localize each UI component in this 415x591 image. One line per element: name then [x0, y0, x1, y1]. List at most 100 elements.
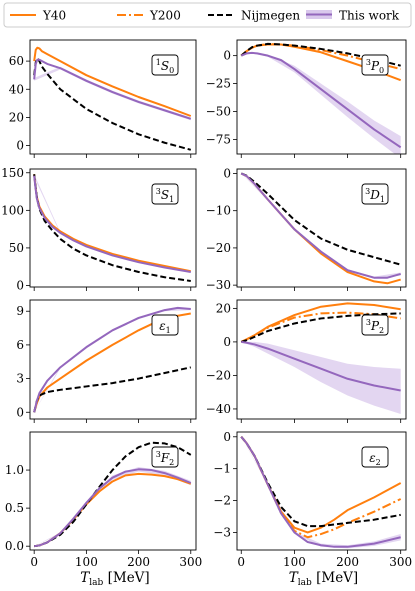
axes-frame: [29, 431, 197, 551]
y-tick-label: 20: [9, 110, 24, 124]
axes-frame: [236, 39, 407, 155]
panel: 20 0 −20 −40 3P2: [206, 299, 407, 423]
series-this-work: [33, 175, 191, 273]
panel-label-box: [361, 183, 389, 205]
axes-frame: [236, 299, 407, 420]
y-tick-label: −50: [206, 105, 231, 119]
series-this-work: [241, 340, 401, 392]
panel: 0 50 100 150 3S1: [1, 166, 197, 292]
panel-label: 3F2: [156, 450, 175, 467]
legend-label: Y200: [149, 9, 181, 23]
series-nijmegen: [34, 441, 192, 548]
y-tick-label: 0: [223, 166, 231, 180]
series-y200: [240, 311, 401, 343]
series-this-work: [33, 306, 191, 413]
y-tick-label: 0.5: [5, 501, 24, 515]
series-this-work: [240, 436, 401, 548]
plot-area: [33, 46, 192, 151]
panel-label-box: [151, 183, 179, 205]
y-tick-label: 0: [16, 405, 24, 419]
series-this-work: [33, 58, 192, 120]
axes-frame: [29, 39, 197, 155]
y-tick-label: 1.0: [5, 463, 24, 477]
series-y40: [33, 46, 192, 117]
series-this-work: [240, 51, 402, 149]
y-tick-label: −40: [206, 402, 231, 416]
series-nijmegen: [240, 42, 401, 67]
x-tick-label: 300: [389, 555, 412, 569]
uncertainty-band: [241, 52, 401, 154]
plot-area: [240, 172, 401, 285]
series-this-work: [240, 172, 401, 279]
y-tick-label: −1: [213, 462, 231, 476]
legend-label: Y40: [42, 9, 66, 23]
panel-label-box: [361, 314, 389, 336]
uncertainty-band: [34, 467, 191, 547]
panel-label-box: [151, 54, 179, 76]
x-tick-label: 100: [75, 555, 98, 569]
plot-area: [240, 42, 402, 154]
panel: 0 −10 −20 −30 3D1: [206, 166, 407, 292]
y-tick-label: −20: [206, 241, 231, 255]
axes-frame: [29, 299, 197, 420]
y-tick-label: −20: [206, 368, 231, 382]
y-tick-label: −25: [206, 77, 231, 91]
panel-label: 3P0: [366, 58, 384, 75]
x-tick-label: 100: [283, 555, 306, 569]
y-tick-label: 9: [16, 304, 24, 318]
series-nijmegen: [33, 57, 192, 151]
x-axis-label: Tlab [MeV]: [80, 570, 149, 588]
y-tick-label: 20: [216, 301, 231, 315]
panel-label: ε1: [159, 319, 171, 335]
axes-frame: [236, 168, 407, 288]
x-tick-label: 200: [127, 555, 150, 569]
panel-label-box: [151, 446, 179, 468]
plot-area: [34, 441, 192, 548]
panel: 0 20 40 60 1S0: [9, 39, 197, 158]
y-tick-label: 0: [16, 278, 24, 292]
y-tick-label: −75: [206, 132, 231, 146]
y-tick-label: 100: [1, 203, 24, 217]
panel: 0 100 200 300 0 −1 −2 −3 Tlab [MeV] ε2: [213, 430, 412, 588]
y-tick-label: 0.0: [5, 539, 24, 553]
legend-label: This work: [339, 9, 400, 23]
panel-label: 3P2: [366, 318, 384, 335]
panel-label-box: [361, 54, 389, 76]
series-this-work: [34, 468, 192, 548]
panel-label-box: [151, 314, 179, 336]
panel-label: 3S1: [156, 187, 174, 204]
legend-label: Nijmegen: [241, 9, 300, 23]
y-tick-label: 0: [223, 49, 231, 63]
panel-label: 3D1: [365, 187, 385, 204]
y-tick-label: 6: [16, 338, 24, 352]
y-tick-label: −3: [213, 525, 231, 539]
legend: Y40 Y200 Nijmegen This work: [3, 2, 412, 28]
legend-frame: [3, 2, 412, 28]
x-tick-label: 0: [237, 555, 245, 569]
axes-frame: [29, 168, 197, 288]
y-tick-label: 40: [9, 82, 24, 96]
y-tick-label: 150: [1, 166, 24, 180]
y-tick-label: 3: [16, 372, 24, 386]
panel-label: 1S0: [156, 58, 174, 75]
panel: 0 100 200 300 0.0 0.5 1.0 Tlab [MeV] 3F2: [5, 431, 202, 588]
y-tick-label: 0: [223, 430, 231, 444]
series-nijmegen: [33, 366, 191, 413]
x-tick-label: 300: [179, 555, 202, 569]
y-tick-label: 50: [9, 241, 24, 255]
x-tick-label: 200: [336, 555, 359, 569]
y-tick-label: 60: [9, 54, 24, 68]
panel: 0 3 6 9 ε1: [16, 299, 197, 423]
panel: 0 −25 −50 −75 3P0: [206, 39, 407, 158]
plot-area: [240, 436, 402, 549]
plot-area: [33, 174, 191, 282]
uncertainty-band: [241, 341, 401, 414]
panel-label-box: [361, 446, 389, 468]
y-tick-label: 0: [223, 335, 231, 349]
panel-label: ε2: [369, 451, 381, 467]
x-tick-label: 0: [30, 555, 38, 569]
x-axis-label: Tlab [MeV]: [289, 570, 358, 588]
y-tick-label: −10: [206, 204, 231, 218]
